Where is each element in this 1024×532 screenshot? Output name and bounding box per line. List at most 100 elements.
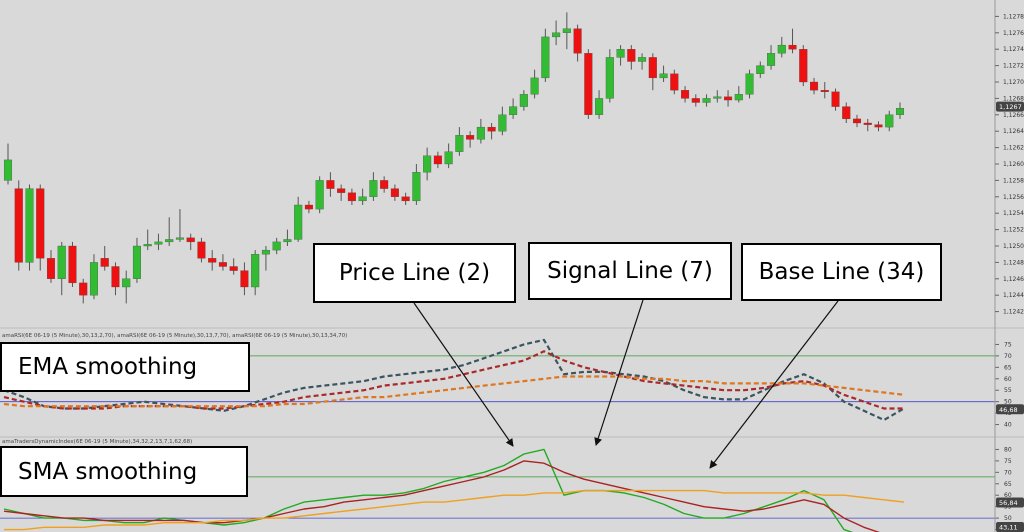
candle-body [347, 192, 356, 202]
candle-body [111, 266, 120, 288]
current-price-tag: 1,1267 [999, 103, 1022, 111]
candle-body [799, 49, 808, 83]
indicator-series-line [4, 489, 905, 531]
candle-body [863, 122, 872, 125]
ema-value-tag-bg [996, 404, 1024, 415]
candle-body [874, 124, 883, 128]
sma-value-tag: 56,84 [999, 499, 1018, 507]
price-line-annotation: Price Line (2) [313, 243, 516, 303]
sma-indicator-title: amaTradersDynamicIndex(6E 06-19 (5 Minut… [2, 439, 192, 445]
candle-body [584, 53, 593, 115]
signal-line-annotation: Signal Line (7) [528, 242, 732, 300]
indicator-tick-label: 55 [1004, 387, 1012, 394]
indicator-tick-label: 75 [1004, 341, 1012, 348]
candle-body [326, 180, 335, 189]
price-tick-label: 1,1256 [1003, 194, 1024, 201]
candle-body [616, 49, 625, 58]
candle-body [423, 155, 432, 173]
candle-body [767, 53, 776, 66]
candle-body [46, 258, 56, 279]
candle-body [240, 270, 249, 288]
candle-body [573, 28, 582, 54]
price-tick-label: 1,1278 [1003, 13, 1024, 20]
candle-body [294, 204, 303, 240]
candle-body [89, 262, 98, 296]
price-tick-label: 1,1264 [1003, 128, 1024, 135]
ema-indicator-title: amaRSI(6E 06-19 (5 Minute),30,13,2,70), … [2, 333, 347, 339]
candle-body [412, 172, 421, 202]
candle-body [3, 159, 13, 181]
candle-body [595, 98, 604, 115]
indicator-tick-label: 75 [1004, 458, 1012, 465]
candle-body [530, 77, 539, 95]
price-tick-label: 1,1262 [1003, 145, 1024, 152]
sma-smoothing-label: SMA smoothing [0, 446, 248, 497]
candle-body [831, 91, 840, 107]
candle-body [197, 241, 206, 259]
indicator-series-line [3, 350, 904, 410]
candle-body [487, 126, 496, 132]
candle-body [788, 44, 797, 50]
sma-value-tag-2: 43,11 [999, 524, 1018, 532]
indicator-tick-label: 80 [1004, 446, 1012, 453]
price-tick-label: 1,1244 [1003, 292, 1024, 299]
candle-body [562, 28, 571, 33]
candle-body [100, 258, 109, 267]
current-price-tag-bg [996, 101, 1024, 112]
sma-value-tag-bg [996, 497, 1024, 508]
candle-body [605, 57, 614, 99]
candle-body [638, 57, 647, 62]
indicator-tick-label: 65 [1004, 364, 1012, 371]
candle-body [390, 188, 399, 197]
candle-body [724, 96, 733, 101]
candle-body [552, 32, 561, 38]
candle-body [691, 98, 700, 103]
price-tick-label: 1,1272 [1003, 63, 1024, 70]
candle-body [713, 96, 722, 99]
candle-body [175, 237, 184, 240]
base-line-annotation: Base Line (34) [741, 243, 942, 301]
price-tick-label: 1,1268 [1003, 95, 1024, 102]
indicator-tick-label: 50 [1004, 515, 1012, 522]
candle-body [251, 254, 260, 288]
candle-body [14, 188, 23, 263]
indicator-tick-label: 40 [1004, 422, 1012, 429]
candle-body [777, 44, 786, 54]
candle-body [519, 94, 528, 107]
candle-body [186, 237, 195, 243]
candle-body [852, 118, 862, 124]
annotation-arrows [413, 299, 839, 469]
candle-body [681, 90, 690, 99]
indicator-tick-label: 60 [1004, 492, 1012, 499]
candle-body [261, 249, 270, 255]
candle-body [369, 180, 378, 197]
candle-body [68, 245, 77, 284]
candle-body [122, 278, 131, 288]
candle-body [734, 94, 743, 101]
price-tick-label: 1,1252 [1003, 227, 1024, 234]
candle-body [304, 204, 313, 210]
candle-body [702, 98, 711, 103]
candle-body [433, 155, 442, 165]
indicator-tick-label: 70 [1004, 469, 1012, 476]
indicator-series-line [3, 338, 905, 422]
price-tick-label: 1,1276 [1003, 30, 1024, 37]
candle-body [885, 114, 894, 128]
price-tick-label: 1,1266 [1003, 112, 1024, 119]
candle-body [165, 239, 174, 243]
candle-body [648, 57, 657, 79]
indicator-tick-label: 60 [1004, 376, 1012, 383]
price-tick-label: 1,1254 [1003, 210, 1024, 217]
candle-body [283, 239, 292, 243]
price-line-arrow [413, 302, 514, 447]
base-line-arrow [709, 300, 839, 469]
indicator-tick-label: 50 [1004, 399, 1012, 406]
candle-body [358, 196, 367, 202]
indicator-tick-label: 65 [1004, 481, 1012, 488]
candle-body [57, 245, 66, 279]
candle-body [36, 188, 45, 259]
candle-body [132, 245, 141, 279]
candle-body [541, 36, 550, 79]
candle-body [670, 73, 679, 91]
sma-indicator-panel: amaTradersDynamicIndex(6E 06-19 (5 Minut… [0, 436, 1024, 532]
